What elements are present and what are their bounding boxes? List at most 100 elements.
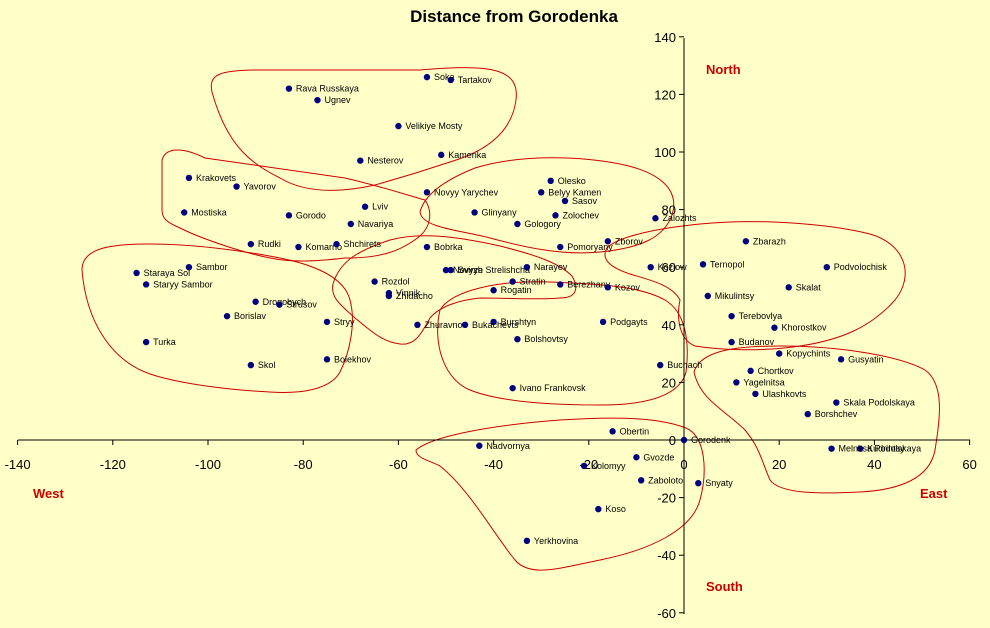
region-sambor [81,243,353,393]
y-tick-label: 40 [662,318,676,333]
data-point [233,183,240,190]
data-point [385,292,393,300]
point-label: Soka [434,72,455,82]
data-point [704,292,711,300]
data-point [476,442,483,449]
south-label: South [706,579,743,594]
region-lviv [161,149,431,262]
point-label: Pomoryany [567,242,613,252]
point-label: Navariya [358,219,394,229]
point-label: Kolomyy [591,461,626,471]
point-label: Glinyany [482,207,518,217]
point-label: Melnitsa Podolskaya [839,444,922,454]
data-point [490,318,497,326]
data-point [604,238,612,245]
data-point [804,410,811,418]
point-label: Zborov [615,236,644,246]
data-point [828,445,835,452]
data-point [595,505,602,513]
data-point [523,264,531,271]
data-point [423,189,431,196]
data-point [371,278,378,285]
data-point [728,312,735,320]
point-label: Gologory [524,219,561,229]
data-point [185,174,193,182]
point-label: Podvolochisk [834,262,888,272]
point-label: Kozlow [658,262,688,272]
point-label: Svirzh [458,265,483,275]
data-point [699,261,707,268]
data-point [633,454,640,461]
point-label: Mostiska [191,207,227,217]
point-label: Obertin [620,426,650,436]
point-label: Novyy Yarychev [434,187,499,197]
data-point [833,399,840,406]
data-point [552,212,559,219]
point-label: Gusyatin [848,354,884,364]
point-label: Snyaty [705,478,733,488]
point-label: Narayev [534,262,568,272]
point-label: Gvozde [643,452,674,462]
data-point [347,220,354,228]
point-label: Gorodo [296,210,326,220]
axis-ticks: -140 -120 -100 -80 -60 -40 -20 0 20 40 60 140 120 100… [5,30,977,621]
data-point [223,312,231,320]
data-point [752,390,759,398]
chart-title: Distance from Gorodenka [410,7,618,26]
point-label: Zalozhts [662,213,697,223]
point-label: Zhuravno [424,320,462,330]
point-label: Skol [258,360,276,370]
point-label: Bobrka [434,242,463,252]
point-label: Rozdol [382,277,410,287]
north-label: North [706,62,741,77]
data-point [657,361,664,369]
point-label: Skala Podolskaya [843,398,915,408]
data-point [357,157,364,164]
data-point [680,436,688,444]
point-label: Nadvornya [486,441,530,451]
point-label: Yagelnitsa [743,377,784,387]
x-tick-label: -40 [484,457,503,472]
data-point [547,177,554,184]
point-label: Kudrintsy [867,444,905,454]
point-label: Terebovlya [739,311,783,321]
point-label: Ternopol [710,259,745,269]
point-label: Sasov [572,196,598,206]
point-label: Koso [605,504,626,514]
data-point [604,284,612,291]
data-point [447,266,454,274]
data-point [647,264,654,271]
region-outlines [81,67,940,571]
point-label: Kozov [615,282,641,292]
region-ternopol [604,221,906,351]
data-point [142,281,150,288]
point-label: Rudki [258,239,281,249]
data-point [471,209,478,216]
point-label: Zaboloto [648,475,683,485]
data-point [771,324,778,331]
point-label: Rava Russkaya [296,84,359,94]
x-tick-label: -60 [389,457,408,472]
y-tick-label: 120 [654,87,676,102]
point-label: Drogobych [263,297,307,307]
data-point [823,264,830,271]
point-label: Khorostkov [781,323,827,333]
y-tick-label: 20 [662,375,676,390]
point-label: Turka [153,337,176,347]
point-label: Olesko [558,176,586,186]
point-label: Bolekhov [334,354,372,364]
point-label: Chortkov [758,366,795,376]
point-label: Krakovets [196,173,237,183]
y-tick-label: 0 [669,433,676,448]
region-rozdol [332,235,577,345]
data-point [247,240,255,248]
y-tick-label: 100 [654,145,676,160]
data-point [523,537,531,544]
data-point [776,350,783,357]
data-point [557,243,564,251]
data-point [252,298,259,305]
point-label: Sambor [196,262,228,272]
point-label: Gorodenk [691,435,731,445]
data-point [295,243,302,251]
